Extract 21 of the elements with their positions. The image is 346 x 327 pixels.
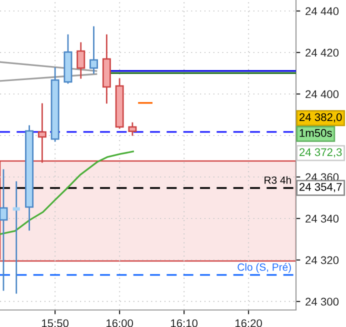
candlestick bbox=[90, 26, 98, 74]
x-tick-label: 16:00 bbox=[106, 319, 134, 327]
y-tick-label: 24 320 bbox=[306, 256, 339, 264]
x-tick-label: 16:20 bbox=[235, 319, 262, 327]
x-tick-label: 16:10 bbox=[171, 319, 198, 327]
candlestick bbox=[0, 169, 8, 291]
text: 24 354,7 bbox=[300, 182, 342, 192]
line-series bbox=[0, 150, 134, 235]
ref-line-label: Clo (S, Pré) bbox=[238, 263, 291, 273]
text: 24 372,3 bbox=[300, 148, 342, 158]
y-tick-label: 24 300 bbox=[306, 298, 339, 306]
text: 1m50s bbox=[300, 129, 332, 137]
x-tick-label: 15:50 bbox=[42, 319, 69, 327]
candlestick bbox=[128, 122, 137, 136]
ref-line-label: R3 4h bbox=[264, 176, 291, 184]
text: 24 382,0 bbox=[300, 113, 342, 122]
y-tick-label: 24 400 bbox=[306, 90, 339, 98]
y-tick-label: 24 440 bbox=[306, 7, 339, 16]
candlestick bbox=[76, 42, 86, 79]
y-tick-label: 24 340 bbox=[306, 214, 339, 223]
y-tick-label: 24 420 bbox=[306, 48, 339, 57]
